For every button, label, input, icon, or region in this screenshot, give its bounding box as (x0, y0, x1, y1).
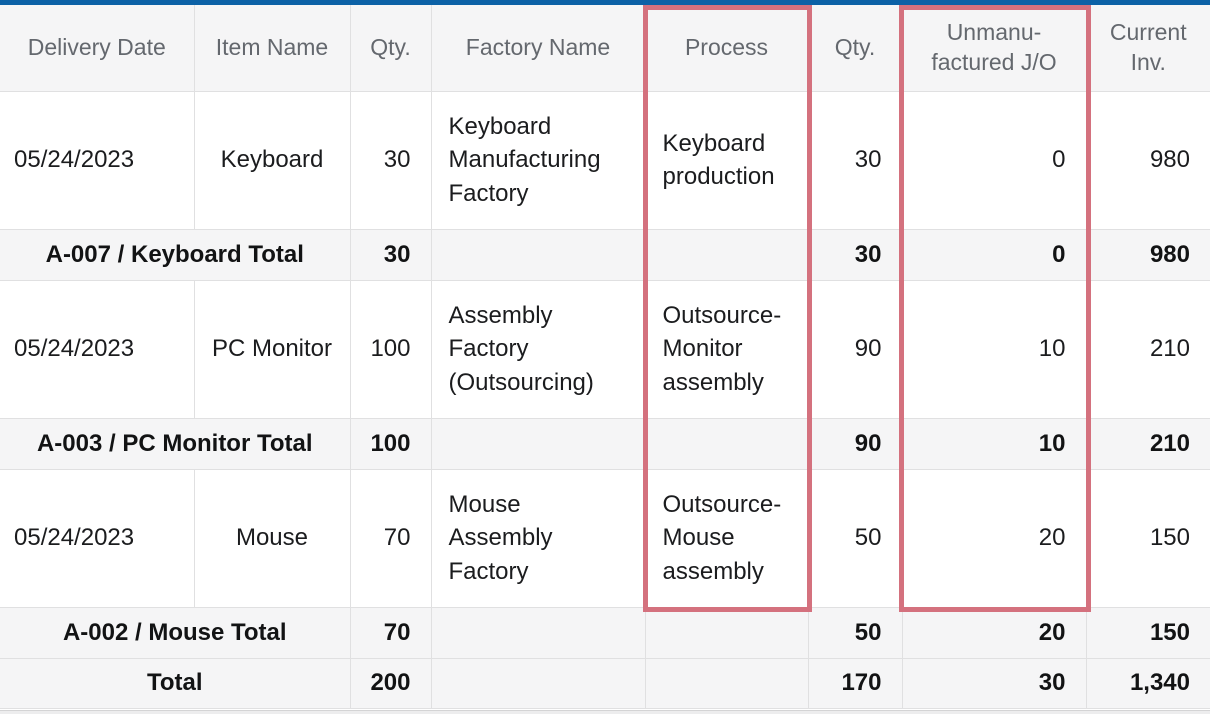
cell-process-qty: 50 (808, 469, 903, 607)
cell-current-inv: 210 (1149, 335, 1190, 362)
cell-process: Keyboard production (645, 91, 809, 229)
column-header-qty: Qty. (350, 5, 432, 91)
column-header-current-inv: Current Inv. (1109, 19, 1187, 75)
cell-process-qty: 30 (808, 229, 903, 280)
subtotal-row-pc-monitor: A-003 / PC Monitor Total 100 90 10 210 (0, 418, 1210, 469)
column-header-unmanufactured-jo: Unmanu- factured J/O (902, 5, 1087, 91)
cell-process: Outsource- Mouse assembly (645, 469, 809, 607)
cell-unmanufactured-jo: 0 (902, 229, 1087, 280)
cell-subtotal-label: A-003 / PC Monitor Total (0, 418, 351, 469)
table-row-pc-monitor[interactable]: 05/24/2023 PC Monitor 100 Assembly Facto… (0, 280, 1210, 418)
cell-factory-name: Assembly Factory (Outsourcing) (431, 280, 646, 418)
table-row-keyboard[interactable]: 05/24/2023 Keyboard 30 Keyboard Manufact… (0, 91, 1210, 229)
cell-unmanufactured-jo: 0 (902, 91, 1087, 229)
cell-current-inv: 1,340 (1129, 669, 1190, 696)
cell-factory-name: Mouse Assembly Factory (431, 469, 646, 607)
production-report-table: Delivery Date Item Name Qty. Factory Nam… (0, 5, 1210, 709)
cell-process-qty: 170 (808, 658, 903, 708)
cell-item-name: Keyboard (194, 91, 351, 229)
cell-factory-name: Keyboard Manufacturing Factory (431, 91, 646, 229)
cell-unmanufactured-jo: 30 (902, 658, 1087, 708)
cell-delivery-date: 05/24/2023 (0, 469, 195, 607)
cell-grand-total-label: Total (0, 658, 351, 708)
grand-total-row: Total 200 170 30 1,340 (0, 658, 1210, 708)
cell-current-inv: 210 (1149, 429, 1190, 457)
column-header-process-qty: Qty. (808, 5, 903, 91)
cell-empty (645, 658, 809, 708)
cell-current-inv: 150 (1149, 524, 1190, 551)
cell-empty (431, 658, 646, 708)
cell-empty (431, 229, 646, 280)
cell-current-inv: 150 (1149, 618, 1190, 646)
cell-delivery-date: 05/24/2023 (0, 91, 195, 229)
cell-empty (645, 607, 809, 658)
cell-unmanufactured-jo: 20 (902, 607, 1087, 658)
cell-process-qty: 50 (808, 607, 903, 658)
cell-qty: 70 (350, 469, 432, 607)
cell-qty: 70 (350, 607, 432, 658)
cell-empty (645, 229, 809, 280)
cell-item-name: Mouse (194, 469, 351, 607)
cell-qty: 30 (350, 229, 432, 280)
column-header-delivery-date: Delivery Date (0, 5, 195, 91)
column-header-factory-name: Factory Name (431, 5, 646, 91)
cell-process-qty: 30 (808, 91, 903, 229)
cell-empty (431, 607, 646, 658)
cell-qty: 100 (350, 418, 432, 469)
cell-process: Outsource- Monitor assembly (645, 280, 809, 418)
cell-qty: 200 (350, 658, 432, 708)
cell-empty (645, 418, 809, 469)
cell-delivery-date: 05/24/2023 (0, 280, 195, 418)
cell-current-inv: 980 (1149, 240, 1190, 268)
subtotal-row-keyboard: A-007 / Keyboard Total 30 30 0 980 (0, 229, 1210, 280)
cell-unmanufactured-jo: 20 (902, 469, 1087, 607)
cell-process-qty: 90 (808, 418, 903, 469)
cell-current-inv: 980 (1149, 146, 1190, 173)
column-header-process: Process (645, 5, 809, 91)
table-bottom-edge (0, 710, 1210, 714)
cell-process-qty: 90 (808, 280, 903, 418)
cell-unmanufactured-jo: 10 (902, 280, 1087, 418)
cell-qty: 100 (350, 280, 432, 418)
cell-subtotal-label: A-002 / Mouse Total (0, 607, 351, 658)
subtotal-row-mouse: A-002 / Mouse Total 70 50 20 150 (0, 607, 1210, 658)
column-header-item-name: Item Name (194, 5, 351, 91)
table-header-row: Delivery Date Item Name Qty. Factory Nam… (0, 5, 1210, 91)
cell-qty: 30 (350, 91, 432, 229)
table-row-mouse[interactable]: 05/24/2023 Mouse 70 Mouse Assembly Facto… (0, 469, 1210, 607)
cell-unmanufactured-jo: 10 (902, 418, 1087, 469)
cell-empty (431, 418, 646, 469)
cell-subtotal-label: A-007 / Keyboard Total (0, 229, 351, 280)
cell-item-name: PC Monitor (194, 280, 351, 418)
